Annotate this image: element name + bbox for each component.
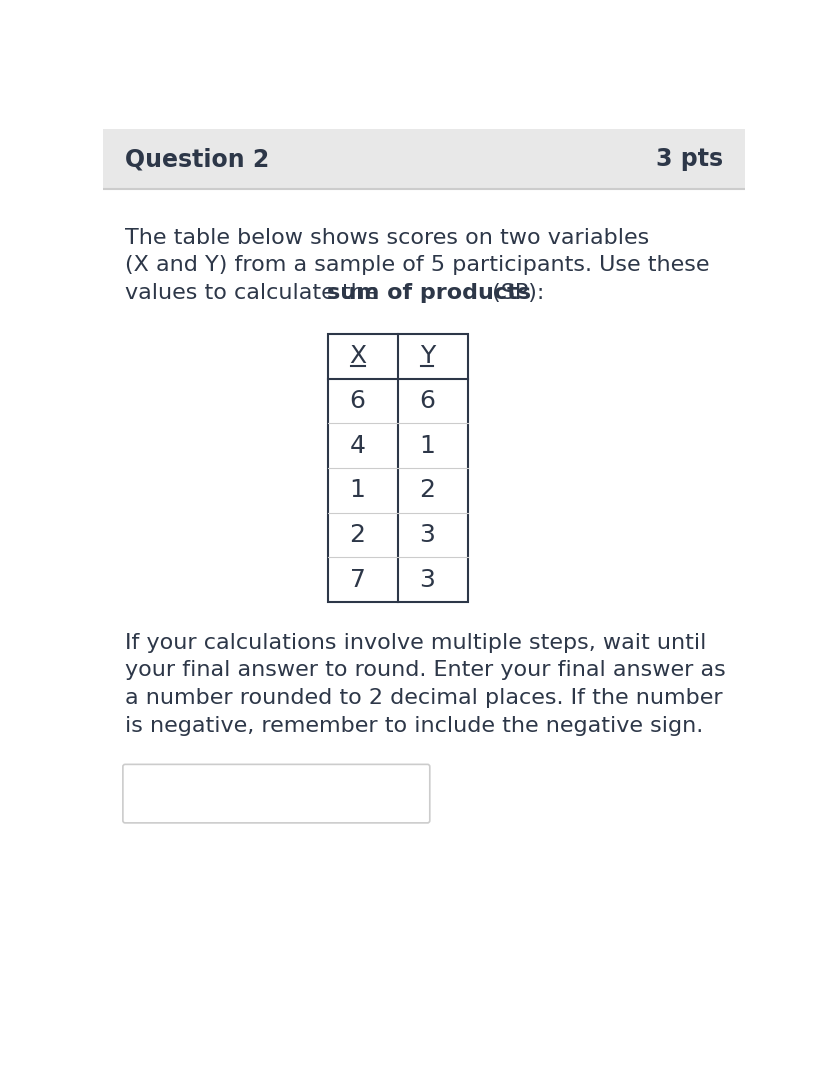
- Text: 3: 3: [418, 523, 435, 547]
- Text: (X and Y) from a sample of 5 participants. Use these: (X and Y) from a sample of 5 participant…: [125, 255, 709, 275]
- Text: 2: 2: [349, 523, 365, 547]
- Text: 6: 6: [418, 388, 435, 413]
- FancyBboxPatch shape: [122, 764, 429, 823]
- Text: The table below shows scores on two variables: The table below shows scores on two vari…: [125, 228, 648, 247]
- Text: values to calculate the: values to calculate the: [125, 283, 385, 303]
- Text: 3: 3: [418, 567, 435, 592]
- Text: X: X: [348, 344, 366, 368]
- Text: 3 pts: 3 pts: [656, 147, 723, 171]
- Text: Y: Y: [419, 344, 434, 368]
- Bar: [103, 129, 744, 189]
- Text: is negative, remember to include the negative sign.: is negative, remember to include the neg…: [125, 716, 703, 736]
- Text: 7: 7: [349, 567, 365, 592]
- Text: a number rounded to 2 decimal places. If the number: a number rounded to 2 decimal places. If…: [125, 689, 722, 708]
- Text: 1: 1: [418, 434, 435, 457]
- Bar: [327, 334, 467, 601]
- Text: 6: 6: [349, 388, 365, 413]
- Text: sum of products: sum of products: [327, 283, 530, 303]
- Text: If your calculations involve multiple steps, wait until: If your calculations involve multiple st…: [125, 633, 705, 653]
- Text: (SP):: (SP):: [485, 283, 544, 303]
- Text: 1: 1: [349, 478, 365, 502]
- Text: 4: 4: [349, 434, 365, 457]
- Text: your final answer to round. Enter your final answer as: your final answer to round. Enter your f…: [125, 661, 725, 680]
- Text: 2: 2: [418, 478, 435, 502]
- Text: Question 2: Question 2: [125, 147, 269, 171]
